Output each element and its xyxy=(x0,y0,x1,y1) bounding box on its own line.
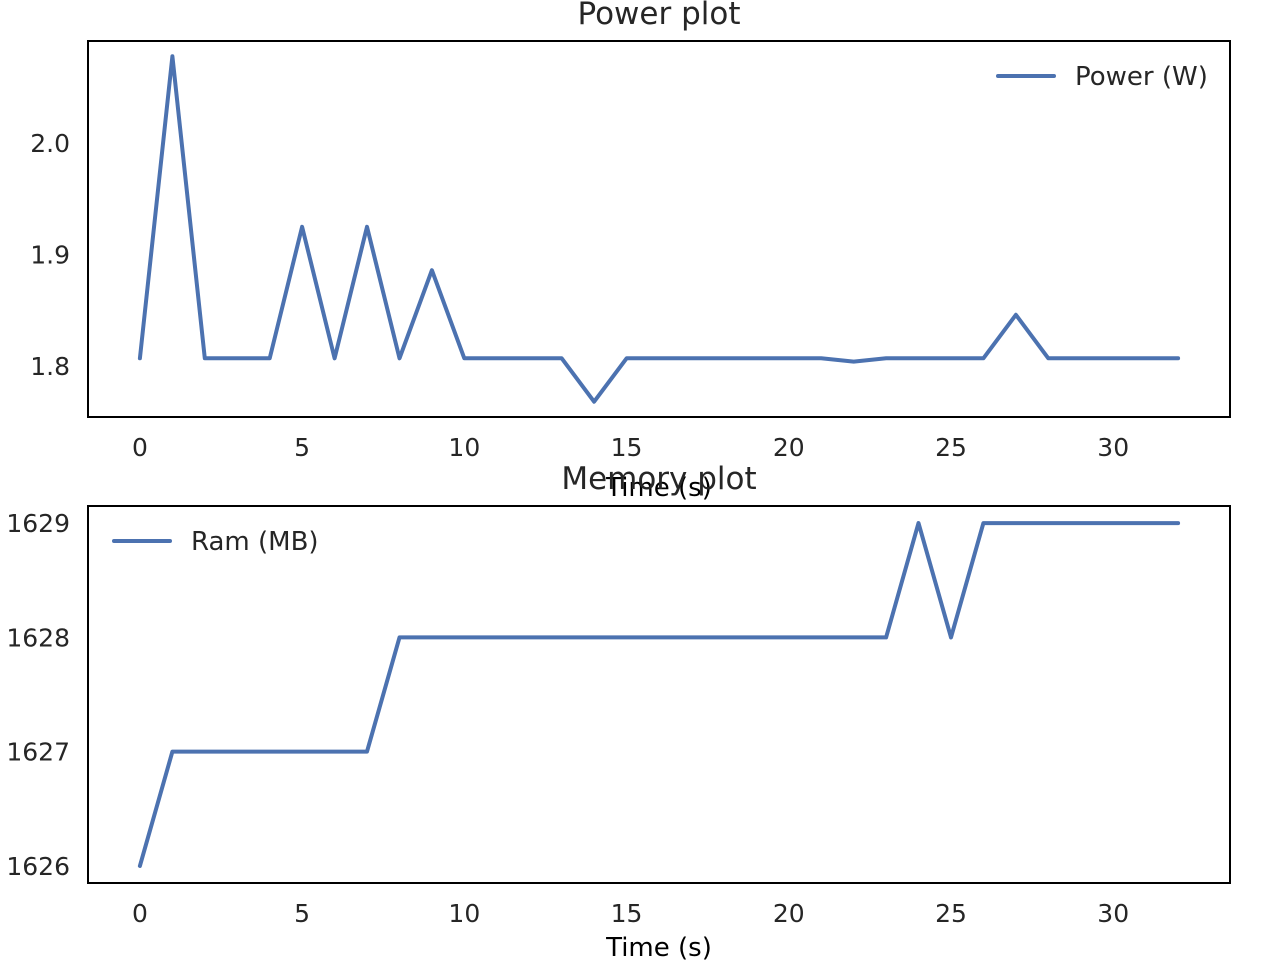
memory-legend-label: Ram (MB) xyxy=(191,527,319,557)
memory-y-tick-label: 1626 xyxy=(6,852,70,881)
memory-x-tick-label: 30 xyxy=(1097,899,1129,928)
power-plot-title: Power plot xyxy=(578,0,741,32)
power-x-tick-label: 15 xyxy=(611,433,643,462)
memory-y-tick-label: 1629 xyxy=(6,509,70,538)
memory-plot-series xyxy=(137,521,1181,868)
memory-plot-frame xyxy=(87,505,1231,884)
power-y-tick-label: 1.9 xyxy=(30,241,70,270)
power-x-tick-label: 5 xyxy=(294,433,310,462)
power-plot-series xyxy=(137,54,1181,404)
power-plot-legend: Power (W) xyxy=(996,62,1208,92)
memory-series-line xyxy=(137,521,1181,868)
power-series-line xyxy=(137,54,1181,404)
memory-x-tick-label: 10 xyxy=(448,899,480,928)
memory-plot-axes: 0 5 10 15 20 25 30 1626 1627 1628 1629 Time (s) R… xyxy=(6,461,1231,960)
memory-x-tick-label: 15 xyxy=(611,899,643,928)
memory-plot-title: Memory plot xyxy=(561,461,756,497)
memory-plot-x-ticks: 0 5 10 15 20 25 30 xyxy=(132,899,1129,928)
memory-y-tick-label: 1627 xyxy=(6,738,70,767)
memory-plot-x-axis-label: Time (s) xyxy=(605,933,712,960)
power-plot-axes: Power plot 0 5 10 15 20 25 30 1.8 1.9 2.0 Time (… xyxy=(30,0,1231,503)
power-legend-label: Power (W) xyxy=(1075,62,1208,92)
power-plot-frame xyxy=(87,40,1231,418)
memory-x-tick-label: 20 xyxy=(773,899,805,928)
power-y-tick-label: 2.0 xyxy=(30,129,70,158)
memory-x-tick-label: 25 xyxy=(935,899,967,928)
power-y-tick-label: 1.8 xyxy=(30,352,70,381)
memory-plot-y-ticks: 1626 1627 1628 1629 xyxy=(6,509,70,881)
power-x-tick-label: 0 xyxy=(132,433,148,462)
power-plot-x-axis-label: Time (s) xyxy=(605,473,712,503)
power-x-tick-label: 25 xyxy=(935,433,967,462)
memory-y-tick-label: 1628 xyxy=(6,623,70,652)
power-x-tick-label: 20 xyxy=(773,433,805,462)
memory-plot-legend: Ram (MB) xyxy=(112,527,319,557)
power-plot-y-ticks: 1.8 1.9 2.0 xyxy=(30,129,70,381)
memory-x-tick-label: 5 xyxy=(294,899,310,928)
power-plot-x-ticks: 0 5 10 15 20 25 30 xyxy=(132,433,1129,462)
power-x-tick-label: 30 xyxy=(1097,433,1129,462)
memory-x-tick-label: 0 xyxy=(132,899,148,928)
power-x-tick-label: 10 xyxy=(448,433,480,462)
